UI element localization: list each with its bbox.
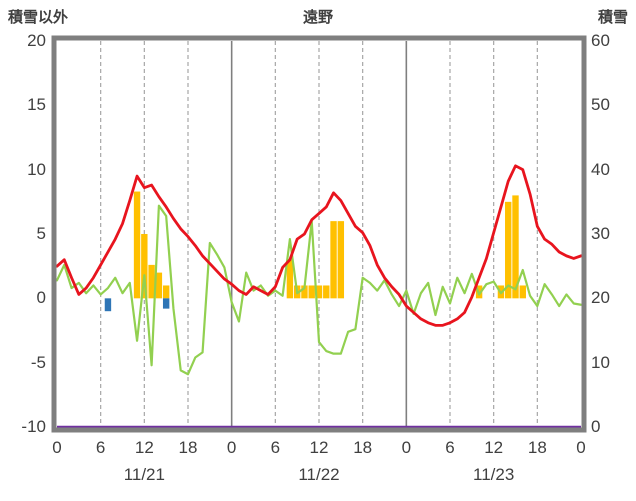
y-left-tick-label: -10: [21, 417, 46, 436]
y-left-tick-label: 0: [36, 288, 46, 308]
y-right-tick-label: 50: [591, 95, 610, 115]
x-date-label: 11/21: [123, 465, 165, 484]
green-line: [55, 204, 583, 376]
chart-title: 遠野: [302, 9, 333, 26]
orange-bars: [512, 195, 519, 299]
x-hour-tick-label: 12: [134, 438, 154, 457]
y-right-tick-label: 60: [591, 31, 610, 50]
x-hour-tick-label: 0: [576, 438, 586, 457]
orange-bars: [505, 201, 512, 299]
orange-bars: [337, 221, 345, 299]
orange-bars: [133, 191, 141, 299]
y-left-tick-label: 15: [27, 95, 46, 115]
y-right-tick-label: 40: [591, 159, 610, 179]
x-hour-tick-label: 6: [270, 438, 281, 457]
x-hour-tick-label: 12: [484, 438, 504, 457]
orange-bars: [330, 221, 337, 299]
x-hour-tick-label: 0: [226, 438, 237, 457]
y-right-tick-label: 30: [591, 224, 610, 243]
x-hour-tick-label: 18: [178, 438, 198, 457]
orange-bars: [155, 272, 163, 299]
y-right-tick-label: 0: [591, 417, 601, 436]
orange-bars: [286, 259, 294, 299]
x-hour-tick-label: 0: [401, 438, 412, 457]
y-left-tick-label: 20: [27, 31, 46, 50]
orange-bars: [308, 285, 315, 299]
y-right-tick-label: 20: [591, 288, 610, 308]
plot-frame: [51, 35, 587, 433]
blue-bars: [162, 298, 170, 309]
x-hour-tick-label: 0: [52, 438, 62, 457]
x-date-label: 11/22: [298, 465, 340, 484]
orange-bars: [148, 264, 155, 299]
y-left-tick-label: 10: [27, 159, 46, 179]
right-axis-title: 積雪: [597, 9, 628, 26]
orange-bars: [315, 285, 323, 299]
left-axis-title: 積雪以外: [8, 9, 69, 26]
x-hour-tick-label: 6: [445, 438, 455, 457]
y-left-tick-label: 5: [36, 224, 46, 243]
y-right-tick-label: 10: [591, 352, 610, 372]
x-date-label: 11/23: [473, 465, 515, 484]
y-left-tick-label: -5: [30, 352, 46, 372]
x-hour-tick-label: 18: [353, 438, 373, 457]
x-hour-tick-label: 18: [527, 438, 547, 457]
blue-bars: [104, 298, 112, 312]
x-hour-tick-label: 12: [309, 438, 329, 457]
orange-bars: [519, 285, 526, 299]
red-line: [55, 164, 583, 327]
orange-bars: [141, 234, 148, 299]
orange-bars: [323, 285, 330, 299]
x-hour-tick-label: 6: [95, 438, 106, 457]
orange-bars: [301, 285, 308, 299]
orange-bars: [162, 285, 170, 299]
